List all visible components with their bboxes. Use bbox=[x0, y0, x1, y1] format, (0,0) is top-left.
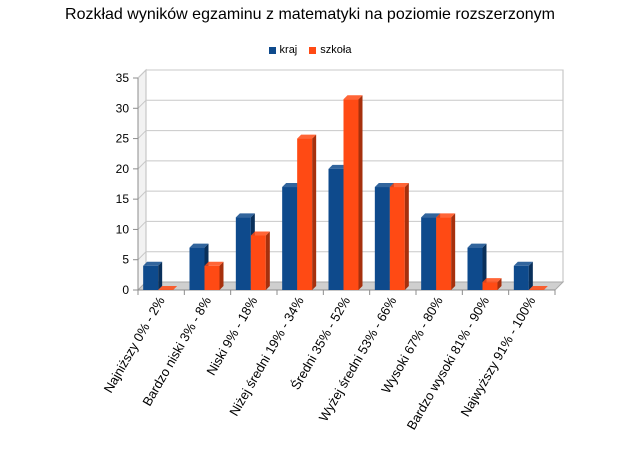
legend-label-szkola: szkoła bbox=[320, 44, 352, 56]
bar bbox=[204, 261, 224, 290]
gridline-side bbox=[137, 251, 147, 261]
gridline-side bbox=[137, 130, 147, 139]
bar bbox=[250, 231, 270, 290]
bar bbox=[389, 183, 409, 290]
legend: kraj szkoła bbox=[0, 44, 620, 56]
bar bbox=[467, 243, 487, 290]
gridline-side bbox=[137, 190, 147, 200]
gridline-side bbox=[137, 221, 147, 230]
y-tick-label: 10 bbox=[116, 222, 130, 236]
legend-item-szkola: szkoła bbox=[309, 44, 351, 56]
gridline-side bbox=[137, 69, 147, 79]
bar bbox=[436, 213, 456, 290]
legend-swatch-szkola bbox=[309, 46, 317, 54]
bar bbox=[158, 286, 178, 290]
legend-label-kraj: kraj bbox=[279, 44, 298, 56]
bar bbox=[343, 95, 363, 290]
y-tick-label: 20 bbox=[116, 162, 130, 176]
legend-swatch-kraj bbox=[268, 46, 276, 54]
y-tick-label: 35 bbox=[116, 71, 130, 85]
y-tick-label: 25 bbox=[116, 132, 130, 146]
bar bbox=[528, 286, 548, 290]
bar bbox=[297, 134, 317, 290]
bar bbox=[482, 278, 502, 290]
gridline-side bbox=[137, 99, 147, 109]
bar bbox=[143, 261, 163, 290]
y-tick-label: 30 bbox=[116, 101, 130, 115]
y-tick-label: 15 bbox=[116, 192, 130, 206]
side-wall bbox=[137, 68, 147, 292]
bar bbox=[513, 261, 533, 290]
legend-item-kraj: kraj bbox=[268, 44, 298, 56]
gridline-side bbox=[137, 160, 147, 170]
y-tick-label: 5 bbox=[122, 253, 129, 267]
x-tick-label: Bardzo wysoki 81% - 90% bbox=[404, 294, 493, 433]
chart-title: Rozkład wyników egzaminu z matematyki na… bbox=[65, 6, 555, 23]
y-tick-label: 0 bbox=[122, 283, 129, 297]
